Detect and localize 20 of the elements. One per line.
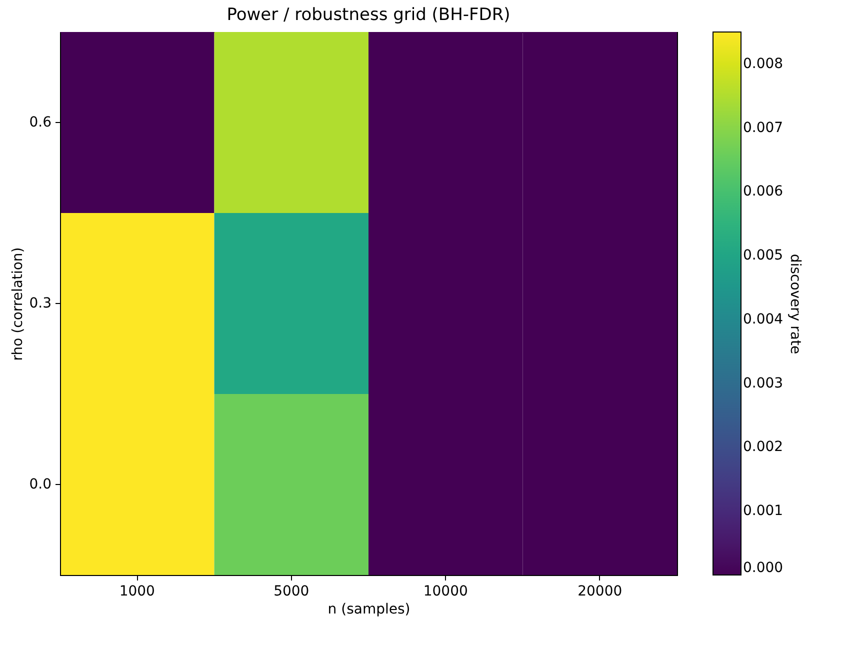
y-axis-title: rho (correlation) [10,247,26,361]
y-tick-label: 0.6 [29,114,52,130]
color-bar-label: 0.002 [743,439,784,456]
x-tick-label: 1000 [119,584,155,600]
color-bar-label: 0.001 [743,503,784,520]
x-tick-label: 20000 [578,584,622,600]
x-tick-label: 10000 [423,584,468,600]
color-bar-label: 0.008 [743,56,784,72]
color-bar-title: discovery rate [787,254,803,354]
y-tick-label: 0.3 [29,296,52,312]
color-bar-label: 0.005 [743,248,784,264]
color-bar-label: 0.003 [743,375,784,392]
color-bar-label: 0.000 [743,560,784,576]
color-bar-label: 0.004 [743,311,784,328]
color-bar-label: 0.006 [743,184,784,200]
chart-title: Power / robustness grid (BH-FDR) [226,5,510,25]
color-bar-label: 0.007 [743,120,784,136]
y-tick-label: 0.0 [29,476,52,492]
x-tick-label: 5000 [274,584,310,600]
x-axis-title: n (samples) [328,602,410,618]
